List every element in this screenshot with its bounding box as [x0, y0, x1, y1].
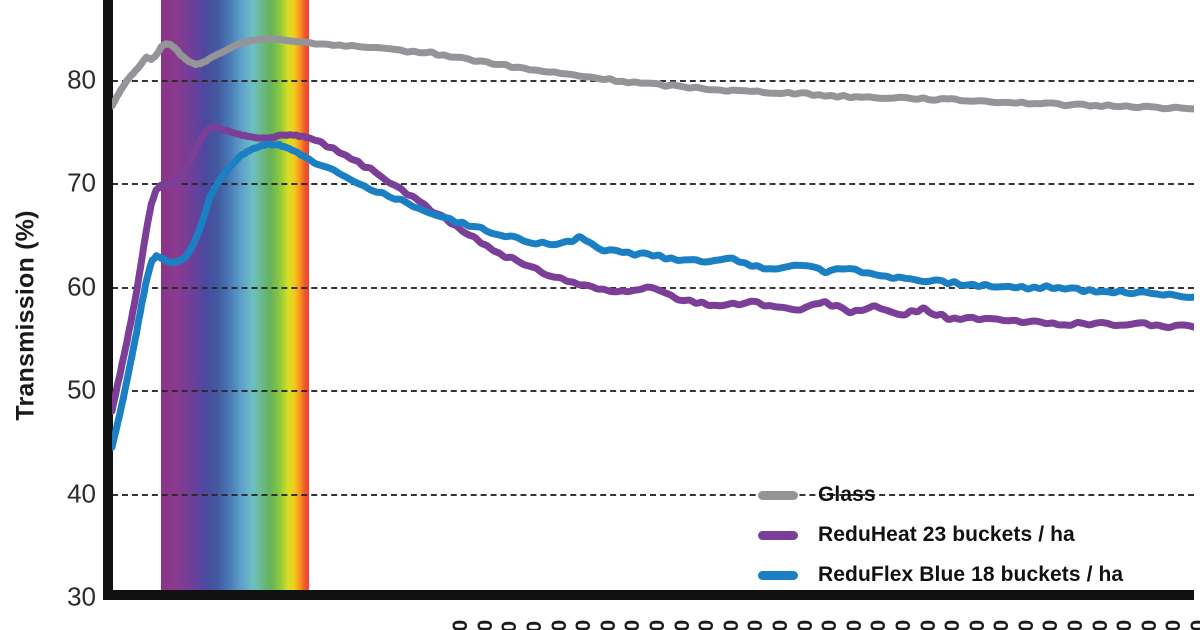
legend-label-reduheat: ReduHeat 23 buckets / ha: [818, 523, 1075, 546]
y-tick-label: 40: [67, 478, 96, 509]
x-axis-tick-labels: 3003504004505005506006507007508008509009…: [112, 601, 1200, 630]
y-tick-label: 70: [67, 167, 96, 198]
legend-label-reduflex-blue: ReduFlex Blue 18 buckets / ha: [818, 563, 1124, 586]
legend-swatch-reduheat: [758, 530, 798, 540]
legend-item[interactable]: ReduHeat 23 buckets / ha: [758, 518, 1178, 552]
y-tick-label: 50: [67, 374, 96, 405]
legend-label-glass: Glass: [818, 483, 876, 506]
plot-area: [112, 0, 1194, 597]
y-tick-label: 60: [67, 271, 96, 302]
series-line: [112, 34, 1194, 113]
legend-swatch-reduflex-blue: [758, 570, 798, 580]
y-axis-line: [103, 0, 113, 600]
y-tick-label: 80: [67, 64, 96, 95]
legend-item[interactable]: ReduFlex Blue 18 buckets / ha: [758, 558, 1178, 592]
y-axis-title-text: Transmission (%): [11, 209, 40, 421]
y-tick-label: 30: [67, 581, 96, 612]
legend-item[interactable]: Glass: [758, 478, 1178, 512]
series-line: [112, 140, 1194, 451]
series-line: [112, 123, 1194, 415]
visible-spectrum-band: [161, 0, 309, 597]
y-axis-tick-labels: 80 70 60 50 40 30: [44, 0, 96, 630]
legend-swatch-glass: [758, 490, 798, 500]
x-axis-line: [103, 590, 1194, 600]
legend: Glass ReduHeat 23 buckets / ha ReduFlex …: [758, 478, 1178, 598]
series-curves: [112, 34, 1194, 451]
